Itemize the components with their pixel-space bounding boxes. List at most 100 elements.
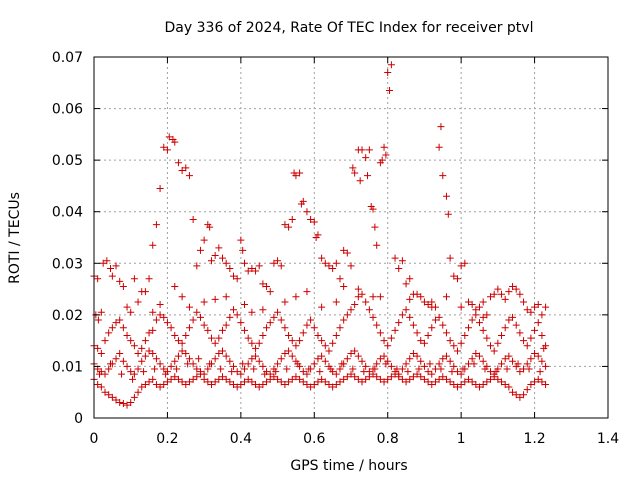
data-point: [141, 380, 149, 388]
data-point: [112, 319, 120, 327]
data-point: [200, 236, 208, 244]
data-point: [442, 375, 450, 383]
data-point: [134, 365, 142, 373]
y-axis-label: ROTI / TECUs: [7, 192, 23, 284]
data-point: [351, 169, 359, 177]
data-point: [417, 293, 425, 301]
data-point: [398, 257, 406, 265]
data-point: [318, 303, 326, 311]
data-point: [531, 326, 539, 334]
data-point: [105, 329, 113, 337]
data-point: [94, 344, 102, 352]
data-point: [149, 375, 157, 383]
data-point: [163, 319, 171, 327]
data-point: [365, 373, 373, 381]
data-point: [382, 151, 390, 159]
data-point: [395, 264, 403, 272]
data-point: [255, 339, 263, 347]
data-point: [371, 365, 379, 373]
data-point: [424, 331, 432, 339]
data-point: [185, 378, 193, 386]
data-point: [255, 383, 263, 391]
data-point: [492, 368, 500, 376]
data-point: [94, 380, 102, 388]
data-point: [395, 319, 403, 327]
data-point: [107, 360, 115, 368]
data-point: [373, 360, 381, 368]
data-point: [270, 259, 278, 267]
data-point: [103, 257, 111, 265]
data-point: [446, 337, 454, 345]
data-point: [195, 355, 203, 363]
data-point: [207, 334, 215, 342]
data-point: [130, 393, 138, 401]
data-point: [281, 350, 289, 358]
data-point: [263, 324, 271, 332]
data-point: [398, 311, 406, 319]
data-point: [428, 324, 436, 332]
data-point: [156, 311, 164, 319]
data-point: [538, 357, 546, 365]
data-point: [509, 388, 517, 396]
data-point: [340, 316, 348, 324]
data-point: [274, 360, 282, 368]
data-point: [542, 380, 550, 388]
data-point: [343, 373, 351, 381]
data-point: [178, 166, 186, 174]
data-point: [156, 301, 164, 309]
data-point: [376, 293, 384, 301]
data-point: [523, 360, 531, 368]
data-point: [310, 218, 318, 226]
data-point: [358, 290, 366, 298]
data-point: [178, 339, 186, 347]
data-point: [204, 365, 212, 373]
data-point: [178, 293, 186, 301]
data-point: [520, 337, 528, 345]
data-point: [420, 375, 428, 383]
data-point: [292, 172, 300, 180]
x-tick-label: 0.4: [230, 431, 252, 447]
data-point: [134, 388, 142, 396]
data-point: [299, 329, 307, 337]
data-point: [329, 264, 337, 272]
data-point: [156, 383, 164, 391]
data-point: [211, 252, 219, 260]
data-point: [398, 375, 406, 383]
data-point: [487, 342, 495, 350]
data-point: [514, 360, 522, 368]
data-point: [538, 378, 546, 386]
data-point: [193, 308, 201, 316]
data-point: [321, 342, 329, 350]
data-point: [263, 378, 271, 386]
data-point: [386, 87, 394, 95]
data-point: [285, 378, 293, 386]
data-point: [182, 331, 190, 339]
data-point: [130, 342, 138, 350]
data-point: [97, 308, 105, 316]
data-point: [461, 331, 469, 339]
data-point: [483, 311, 491, 319]
data-point: [259, 362, 267, 370]
data-point: [505, 352, 513, 360]
chart-title: Day 336 of 2024, Rate Of TEC Index for r…: [165, 20, 534, 36]
data-point: [453, 383, 461, 391]
y-tick-label: 0.01: [52, 359, 83, 375]
data-point: [141, 352, 149, 360]
data-point: [457, 339, 465, 347]
data-point: [97, 383, 105, 391]
data-point: [310, 380, 318, 388]
data-point: [503, 365, 511, 373]
data-point: [413, 329, 421, 337]
data-point: [406, 355, 414, 363]
data-point: [362, 298, 370, 306]
data-point: [196, 370, 204, 378]
data-point: [472, 380, 480, 388]
data-point: [402, 378, 410, 386]
data-point: [494, 285, 502, 293]
x-tick-label: 0.6: [303, 431, 325, 447]
data-point: [99, 259, 107, 267]
data-point: [193, 373, 201, 381]
data-point: [380, 352, 388, 360]
data-point: [340, 282, 348, 290]
data-point: [108, 272, 116, 280]
